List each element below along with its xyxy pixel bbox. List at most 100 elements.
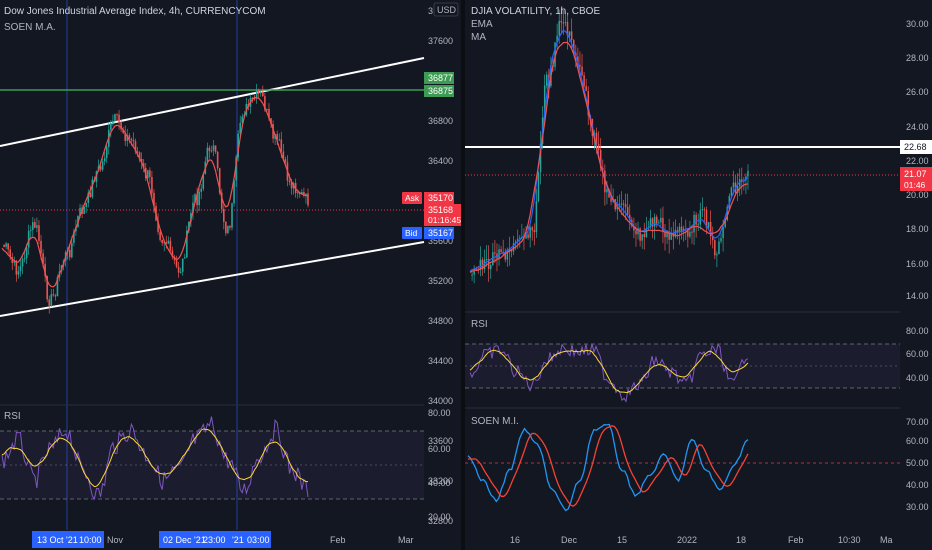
- right-candle: [610, 197, 612, 202]
- ma-line: [469, 41, 749, 273]
- left-candle: [79, 207, 81, 216]
- svg-text:Bid: Bid: [405, 228, 418, 238]
- right-candle: [666, 231, 668, 238]
- right-candle: [568, 31, 571, 36]
- right-candle: [566, 21, 569, 36]
- left-candle: [44, 263, 46, 277]
- left-time-axis[interactable]: 13 Oct '21 10:00 Nov 02 Dec '21 23:00 '2…: [32, 531, 414, 548]
- svg-text:35167: 35167: [428, 228, 453, 238]
- left-candle: [91, 179, 94, 198]
- left-candle: [307, 193, 309, 206]
- left-candle: [177, 266, 180, 273]
- left-candle: [220, 192, 223, 209]
- right-candle: [732, 182, 735, 188]
- left-rsi-tick: 60.00: [428, 444, 451, 454]
- left-candle: [128, 135, 131, 139]
- right-chart-pane[interactable]: DJIA VOLATILITY, 1h, CBOE EMA MA USD RSI…: [433, 2, 932, 545]
- right-rsi-tick: 80.00: [906, 326, 929, 336]
- right-candle: [516, 238, 519, 242]
- left-candle: [229, 226, 231, 228]
- currency-badge[interactable]: [433, 2, 459, 17]
- right-candle: [604, 170, 606, 193]
- right-candle: [546, 74, 548, 86]
- right-candle: [728, 196, 731, 207]
- soen-mi-axis[interactable]: 70.00 60.00 50.00 40.00 30.00: [906, 417, 929, 512]
- left-candle: [83, 206, 85, 214]
- right-candle: [535, 201, 538, 233]
- left-rsi-axis[interactable]: 80.00 60.00 40.00 20.00: [428, 408, 451, 522]
- svg-text:13 Oct '21: 13 Oct '21: [37, 535, 78, 545]
- right-candle: [635, 230, 637, 235]
- right-candle: [705, 209, 708, 228]
- left-indicator-label: SOEN M.A.: [4, 22, 56, 33]
- left-candle: [266, 108, 268, 110]
- left-candle: [222, 208, 225, 222]
- right-price-tick: 22.00: [906, 156, 929, 166]
- left-price-tick: 34000: [428, 396, 453, 406]
- left-rsi-pane[interactable]: RSI: [0, 411, 424, 501]
- right-time-tick: 18: [736, 535, 746, 545]
- ema-line: [469, 29, 749, 272]
- left-candle: [296, 192, 299, 194]
- left-candle: [183, 257, 186, 259]
- right-rsi-pane[interactable]: RSI: [465, 319, 900, 403]
- left-candle: [303, 191, 305, 196]
- soen-mi-blue-line: [467, 423, 749, 512]
- right-candle: [485, 259, 488, 261]
- right-candle: [492, 252, 494, 266]
- left-candle: [259, 91, 262, 94]
- left-candle: [149, 170, 151, 177]
- svg-text:22.68: 22.68: [904, 142, 927, 152]
- left-candle: [288, 180, 291, 182]
- right-candle: [602, 167, 604, 171]
- right-candle: [564, 21, 567, 23]
- left-candle: [71, 242, 73, 258]
- left-chart-pane[interactable]: Dow Jones Industrial Average Index, 4h, …: [0, 0, 462, 550]
- soen-tick: 70.00: [906, 417, 929, 427]
- right-candle: [554, 42, 556, 67]
- channel-upper-line[interactable]: [0, 57, 425, 147]
- bid-marker: Bid 35167: [402, 227, 454, 239]
- left-candle: [105, 146, 108, 159]
- left-candle: [130, 138, 133, 141]
- left-candle: [270, 118, 272, 125]
- left-candle: [15, 260, 18, 275]
- right-candle: [531, 227, 533, 231]
- right-price-axis[interactable]: 30.00 28.00 26.00 24.00 22.00 20.00 18.00 16.00…: [906, 19, 929, 301]
- svg-text:36875: 36875: [428, 86, 453, 96]
- svg-text:23:00: 23:00: [203, 535, 226, 545]
- left-candle: [169, 240, 172, 251]
- right-rsi-line: [469, 343, 749, 403]
- left-candle: [116, 114, 118, 116]
- right-candle: [695, 214, 697, 225]
- svg-text:02 Dec '21: 02 Dec '21: [163, 535, 206, 545]
- left-candle: [208, 147, 211, 152]
- right-candle: [633, 225, 635, 231]
- right-candle: [641, 234, 643, 241]
- left-price-tick: 36400: [428, 156, 453, 166]
- right-candle: [707, 222, 710, 228]
- right-candle: [662, 217, 664, 232]
- right-rsi-axis[interactable]: 80.00 60.00 40.00: [906, 326, 929, 383]
- left-candle: [142, 163, 145, 168]
- left-candle: [122, 129, 124, 133]
- left-candle: [132, 140, 135, 142]
- right-time-axis[interactable]: 16 Dec 15 2022 18 Feb 10:30 Ma: [510, 535, 893, 545]
- right-candle: [689, 231, 691, 237]
- right-time-tick: 15: [617, 535, 627, 545]
- left-candle: [255, 90, 258, 99]
- left-axis-top-glyph: 3: [428, 6, 433, 16]
- ema-label: EMA: [471, 19, 493, 30]
- right-time-tick: 2022: [677, 535, 697, 545]
- right-time-tick: Feb: [788, 535, 804, 545]
- left-rsi-ma-line: [1, 428, 309, 488]
- right-candle: [639, 228, 641, 241]
- soen-mi-pane[interactable]: SOEN M.I.: [465, 416, 900, 512]
- channel-lower-line[interactable]: [0, 241, 425, 317]
- right-candle: [616, 206, 619, 210]
- left-candle: [167, 240, 170, 244]
- left-candle: [161, 239, 163, 244]
- left-candle: [48, 299, 51, 306]
- right-candle: [475, 268, 477, 270]
